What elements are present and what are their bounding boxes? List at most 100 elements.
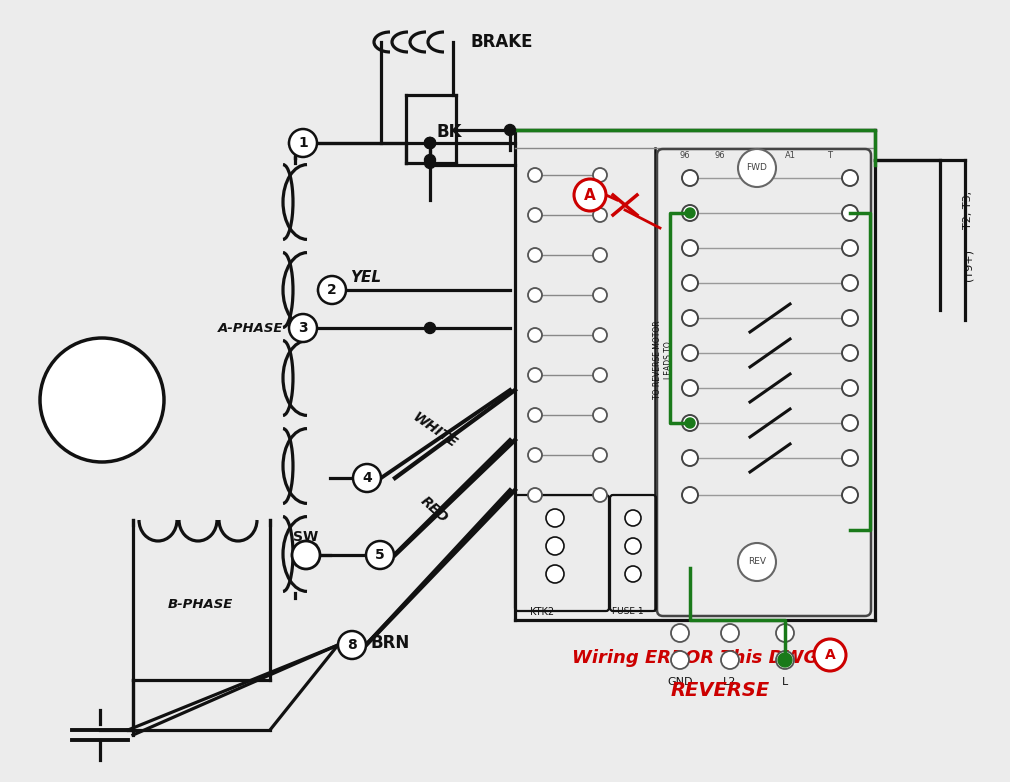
Circle shape (289, 314, 317, 342)
Circle shape (842, 275, 858, 291)
Circle shape (842, 380, 858, 396)
Circle shape (842, 310, 858, 326)
Circle shape (682, 415, 698, 431)
Circle shape (671, 624, 689, 642)
Circle shape (593, 328, 607, 342)
Text: FWD: FWD (746, 163, 768, 173)
Text: BRN: BRN (370, 634, 409, 652)
Text: T: T (827, 150, 832, 160)
Text: FUSE 1: FUSE 1 (612, 608, 643, 616)
Circle shape (625, 510, 641, 526)
Circle shape (682, 487, 698, 503)
Circle shape (574, 179, 606, 211)
Circle shape (424, 322, 435, 333)
Text: BK: BK (437, 123, 463, 141)
Circle shape (842, 205, 858, 221)
Circle shape (292, 541, 320, 569)
Circle shape (366, 541, 394, 569)
Circle shape (354, 464, 381, 492)
Text: Wiring ERROR This DWG: Wiring ERROR This DWG (572, 649, 818, 667)
Circle shape (528, 488, 542, 502)
Text: 4: 4 (363, 471, 372, 485)
Text: A: A (584, 188, 596, 203)
Circle shape (546, 565, 564, 583)
Circle shape (721, 651, 739, 669)
Circle shape (625, 538, 641, 554)
Circle shape (528, 368, 542, 382)
Circle shape (682, 310, 698, 326)
Text: A-PHASE: A-PHASE (218, 321, 284, 335)
Text: A: A (824, 648, 835, 662)
Circle shape (528, 248, 542, 262)
Text: 96: 96 (680, 150, 690, 160)
Text: BRAKE: BRAKE (471, 33, 533, 51)
Circle shape (528, 288, 542, 302)
Circle shape (424, 138, 435, 149)
Circle shape (318, 276, 346, 304)
Circle shape (338, 631, 366, 659)
Circle shape (546, 537, 564, 555)
Text: L: L (782, 677, 788, 687)
Circle shape (528, 208, 542, 222)
Text: m: m (82, 383, 122, 425)
Text: YEL: YEL (350, 271, 381, 285)
Circle shape (842, 345, 858, 361)
Text: (T9+): (T9+) (963, 249, 973, 281)
Circle shape (593, 168, 607, 182)
Circle shape (682, 380, 698, 396)
Circle shape (424, 157, 435, 168)
Circle shape (424, 138, 435, 149)
Circle shape (721, 624, 739, 642)
Circle shape (528, 448, 542, 462)
Circle shape (289, 129, 317, 157)
Circle shape (682, 450, 698, 466)
Text: 1: 1 (298, 136, 308, 150)
Circle shape (593, 408, 607, 422)
Text: T2, T3,: T2, T3, (963, 191, 973, 229)
Circle shape (593, 288, 607, 302)
Circle shape (682, 240, 698, 256)
Circle shape (842, 487, 858, 503)
Text: 3: 3 (298, 321, 308, 335)
Circle shape (814, 639, 846, 671)
Circle shape (776, 624, 794, 642)
Circle shape (528, 168, 542, 182)
Text: REVERSE: REVERSE (671, 680, 770, 700)
Text: B-PHASE: B-PHASE (168, 598, 232, 612)
Circle shape (593, 368, 607, 382)
Circle shape (682, 170, 698, 186)
Text: 8: 8 (347, 638, 357, 652)
Circle shape (685, 418, 695, 428)
Text: 96: 96 (715, 150, 725, 160)
Circle shape (842, 170, 858, 186)
Circle shape (738, 149, 776, 187)
Circle shape (546, 509, 564, 527)
Circle shape (682, 275, 698, 291)
Circle shape (625, 566, 641, 582)
Circle shape (778, 653, 792, 667)
Circle shape (424, 155, 435, 166)
Circle shape (842, 415, 858, 431)
Circle shape (685, 208, 695, 218)
Circle shape (593, 248, 607, 262)
Text: A1: A1 (785, 150, 796, 160)
Text: TO REVERSE MOTOR
LEADS TO: TO REVERSE MOTOR LEADS TO (653, 321, 673, 400)
Text: REV: REV (748, 558, 766, 566)
Circle shape (40, 338, 164, 462)
Text: GND: GND (668, 677, 693, 687)
Text: 5: 5 (375, 548, 385, 562)
Circle shape (424, 138, 435, 149)
Circle shape (593, 208, 607, 222)
Circle shape (842, 240, 858, 256)
Circle shape (593, 448, 607, 462)
Text: SW: SW (293, 530, 318, 544)
Circle shape (682, 205, 698, 221)
Circle shape (738, 543, 776, 581)
Text: KTK2: KTK2 (530, 607, 554, 617)
Text: WHITE: WHITE (410, 410, 460, 450)
Circle shape (842, 450, 858, 466)
Circle shape (671, 651, 689, 669)
Text: RED: RED (418, 494, 450, 526)
Text: 2: 2 (327, 283, 337, 297)
Circle shape (776, 651, 794, 669)
